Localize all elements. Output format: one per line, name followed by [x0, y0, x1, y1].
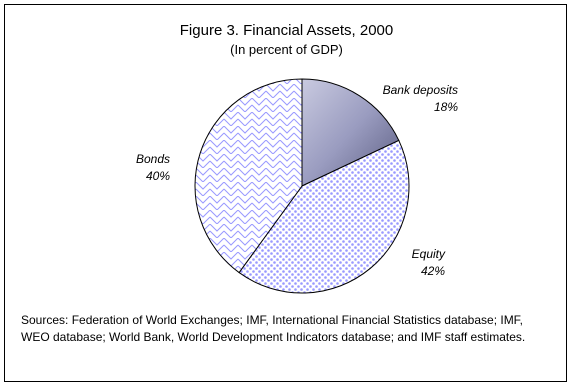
slice-label-bonds: Bonds	[136, 152, 170, 166]
slice-label-bank-deposits: Bank deposits	[383, 83, 458, 97]
chart-title: Figure 3. Financial Assets, 2000	[179, 22, 394, 39]
pie-slice-equity	[238, 139, 410, 294]
slice-value-bank-deposits: 18%	[434, 100, 458, 114]
source-note: Sources: Federation of World Exchanges; …	[21, 313, 526, 344]
pie-slice-bank-deposits	[301, 78, 400, 187]
pie-slice-bonds	[194, 78, 303, 274]
slice-value-bonds: 40%	[146, 169, 170, 183]
slice-label-equity: Equity	[412, 247, 446, 261]
chart-subtitle: (In percent of GDP)	[230, 42, 343, 57]
slice-value-equity: 42%	[421, 264, 445, 278]
